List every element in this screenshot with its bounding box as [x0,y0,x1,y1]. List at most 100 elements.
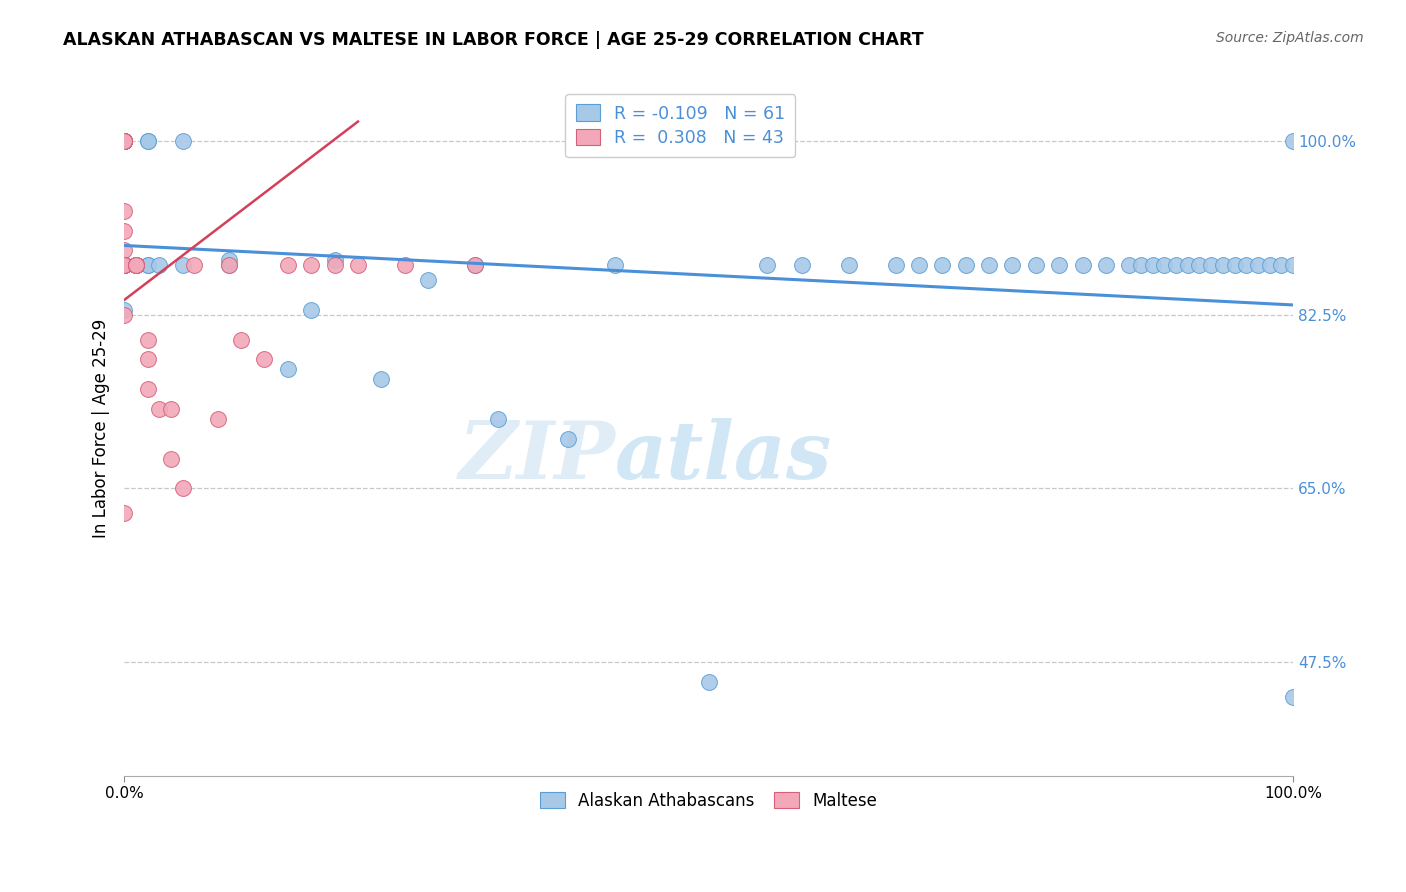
Point [557,432,579,446]
Text: ALASKAN ATHABASCAN VS MALTESE IN LABOR FORCE | AGE 25-29 CORRELATION CHART: ALASKAN ATHABASCAN VS MALTESE IN LABOR F… [63,31,924,49]
Point [112,258,135,272]
Point [277,362,299,376]
Point [1047,258,1070,272]
Point [370,372,392,386]
Point [112,134,135,148]
Point [112,134,135,148]
Point [1164,258,1187,272]
Point [323,253,346,268]
Point [1223,258,1246,272]
Point [172,481,194,495]
Point [1282,134,1305,148]
Point [1258,258,1281,272]
Point [253,352,276,367]
Point [464,258,486,272]
Point [908,258,931,272]
Point [697,674,720,689]
Point [1142,258,1164,272]
Point [125,258,148,272]
Point [347,258,370,272]
Point [1212,258,1234,272]
Point [112,134,135,148]
Point [172,258,194,272]
Point [112,308,135,322]
Point [790,258,813,272]
Y-axis label: In Labor Force | Age 25-29: In Labor Force | Age 25-29 [93,319,110,539]
Point [394,258,416,272]
Point [136,352,159,367]
Point [136,258,159,272]
Point [1188,258,1211,272]
Point [323,258,346,272]
Point [112,224,135,238]
Point [1177,258,1199,272]
Point [1282,690,1305,704]
Point [1153,258,1175,272]
Point [218,258,240,272]
Point [183,258,205,272]
Point [112,244,135,258]
Point [112,134,135,148]
Point [464,258,486,272]
Point [112,258,135,272]
Text: atlas: atlas [614,417,832,495]
Point [218,258,240,272]
Point [112,134,135,148]
Point [1025,258,1047,272]
Point [884,258,907,272]
Point [112,258,135,272]
Point [416,273,439,287]
Point [112,134,135,148]
Point [112,203,135,218]
Point [112,134,135,148]
Point [148,402,170,417]
Point [112,134,135,148]
Point [1247,258,1270,272]
Point [160,402,183,417]
Point [112,134,135,148]
Legend: Alaskan Athabascans, Maltese: Alaskan Athabascans, Maltese [530,781,887,820]
Point [112,258,135,272]
Point [756,258,779,272]
Point [112,134,135,148]
Point [136,382,159,396]
Point [299,258,322,272]
Text: ZIP: ZIP [458,417,614,495]
Point [277,258,299,272]
Point [136,333,159,347]
Point [603,258,626,272]
Point [1001,258,1024,272]
Point [112,134,135,148]
Point [125,258,148,272]
Point [1270,258,1292,272]
Point [172,134,194,148]
Point [136,134,159,148]
Point [218,253,240,268]
Point [112,258,135,272]
Point [207,412,229,426]
Point [931,258,953,272]
Point [112,134,135,148]
Point [1118,258,1140,272]
Point [1095,258,1118,272]
Point [112,258,135,272]
Point [125,258,148,272]
Point [299,302,322,317]
Point [136,134,159,148]
Point [112,258,135,272]
Point [112,134,135,148]
Point [112,506,135,520]
Point [229,333,252,347]
Point [125,258,148,272]
Point [112,258,135,272]
Point [112,258,135,272]
Point [486,412,509,426]
Point [112,134,135,148]
Point [125,258,148,272]
Point [1199,258,1222,272]
Point [112,134,135,148]
Point [136,258,159,272]
Point [977,258,1000,272]
Point [112,302,135,317]
Point [1130,258,1153,272]
